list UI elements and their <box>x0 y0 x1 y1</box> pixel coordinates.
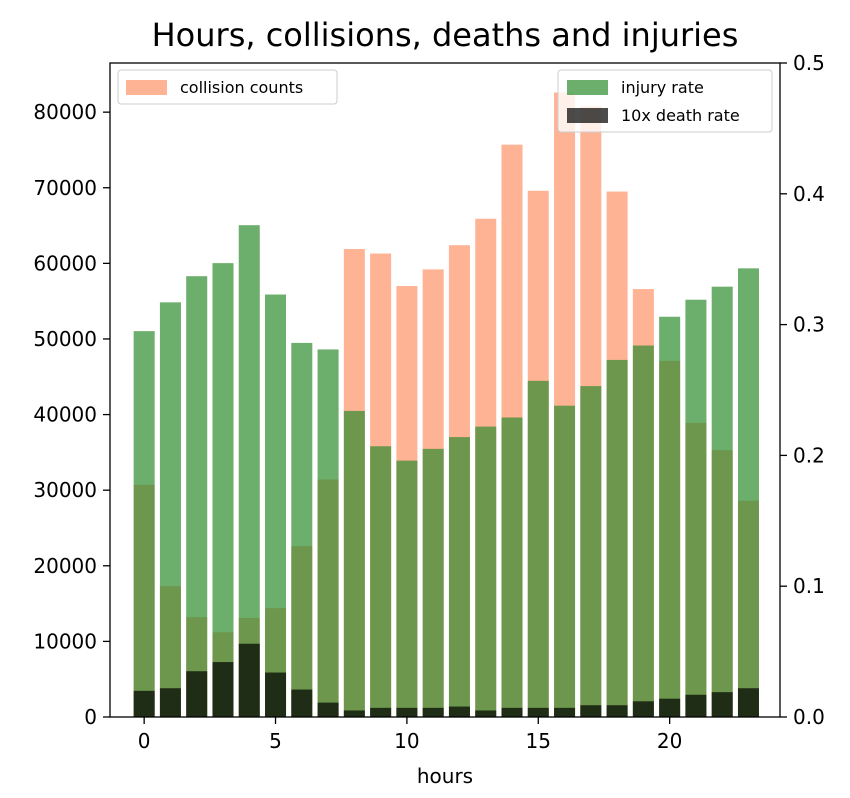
y-right-tick-label: 0.4 <box>793 182 825 206</box>
legend-left-box <box>117 69 338 105</box>
legend-swatch <box>126 80 167 95</box>
x-tick-label: 15 <box>526 729 551 753</box>
bar-injury-rate-12 <box>448 437 470 717</box>
y-right-tick-label: 0.1 <box>793 574 825 598</box>
bar-10x-death-rate-22 <box>711 692 733 717</box>
bar-10x-death-rate-8 <box>343 710 365 717</box>
bar-10x-death-rate-10 <box>396 707 418 717</box>
bar-injury-rate-6 <box>291 342 313 717</box>
legend-label: injury rate <box>621 78 704 97</box>
bar-10x-death-rate-12 <box>448 706 470 717</box>
y-left-tick-label: 20000 <box>33 554 97 578</box>
bar-injury-rate-0 <box>133 331 155 717</box>
bar-injury-rate-20 <box>659 316 681 717</box>
bar-injury-rate-19 <box>632 345 654 717</box>
bar-10x-death-rate-14 <box>501 707 523 717</box>
y-left-tick-label: 60000 <box>33 251 97 275</box>
y-right-tick-label: 0.3 <box>793 313 825 337</box>
bar-10x-death-rate-7 <box>317 702 339 717</box>
bar-injury-rate-10 <box>396 460 418 717</box>
plot-frame <box>109 62 781 718</box>
bar-injury-rate-7 <box>317 349 339 717</box>
y-left-tick-label: 80000 <box>33 100 97 124</box>
bar-10x-death-rate-13 <box>475 710 497 717</box>
bar-10x-death-rate-17 <box>580 705 602 717</box>
legend-left: collision counts <box>117 69 338 105</box>
bar-injury-rate-15 <box>527 380 549 717</box>
bar-injury-rate-5 <box>265 294 287 717</box>
y-left-tick-label: 30000 <box>33 478 97 502</box>
y-left-tick-label: 70000 <box>33 176 97 200</box>
bar-injury-rate-3 <box>212 263 234 717</box>
x-tick-label: 10 <box>394 729 419 753</box>
legend-label: 10x death rate <box>621 106 740 125</box>
bar-10x-death-rate-4 <box>238 643 260 717</box>
legend-swatch <box>567 80 608 95</box>
bar-10x-death-rate-23 <box>737 688 759 717</box>
bar-10x-death-rate-1 <box>159 688 181 717</box>
y-left-tick-label: 10000 <box>33 629 97 653</box>
bar-injury-rate-22 <box>711 286 733 717</box>
bar-10x-death-rate-18 <box>606 705 628 717</box>
legend-swatch <box>567 108 608 123</box>
chart-title: Hours, collisions, deaths and injuries <box>152 16 739 54</box>
bar-injury-rate-11 <box>422 448 444 717</box>
series-10x-death-rate <box>133 643 759 717</box>
bars-layer <box>133 92 759 718</box>
y-right-tick-label: 0.0 <box>793 705 825 729</box>
axes-layer: 0 5 10 15 20 0 10000 20000 30000 40000 50000 60000 7… <box>33 51 824 753</box>
bar-10x-death-rate-20 <box>659 698 681 717</box>
x-axis-label: hours <box>417 764 473 788</box>
legends-layer: collision counts injury rate 10x death rat… <box>117 69 773 133</box>
series-injury-rate <box>133 225 759 717</box>
bar-10x-death-rate-5 <box>265 672 287 717</box>
bar-10x-death-rate-9 <box>370 707 392 717</box>
y-left-tick-label: 40000 <box>33 403 97 427</box>
bar-injury-rate-8 <box>343 410 365 717</box>
y-right-tick-label: 0.2 <box>793 443 825 467</box>
bar-injury-rate-1 <box>159 302 181 717</box>
bar-injury-rate-2 <box>186 276 208 717</box>
bar-10x-death-rate-15 <box>527 707 549 717</box>
bar-10x-death-rate-2 <box>186 671 208 717</box>
bar-injury-rate-13 <box>475 426 497 717</box>
bar-10x-death-rate-19 <box>632 701 654 717</box>
legend-right: injury rate 10x death rate <box>557 69 773 133</box>
bar-10x-death-rate-11 <box>422 707 444 717</box>
y-left-tick-label: 50000 <box>33 327 97 351</box>
y-right-tick-label: 0.5 <box>793 51 825 75</box>
bar-injury-rate-23 <box>737 268 759 717</box>
bar-injury-rate-18 <box>606 359 628 717</box>
bar-injury-rate-9 <box>370 446 392 717</box>
bar-10x-death-rate-0 <box>133 690 155 717</box>
bar-injury-rate-16 <box>554 405 576 717</box>
bar-10x-death-rate-6 <box>291 689 313 717</box>
legend-label: collision counts <box>180 78 303 97</box>
y-left-tick-label: 0 <box>84 705 97 729</box>
bar-10x-death-rate-16 <box>554 707 576 717</box>
bar-10x-death-rate-3 <box>212 662 234 717</box>
bar-injury-rate-21 <box>685 299 707 717</box>
bar-injury-rate-4 <box>238 225 260 717</box>
x-tick-label: 5 <box>269 729 282 753</box>
bar-10x-death-rate-21 <box>685 694 707 717</box>
bar-injury-rate-17 <box>580 386 602 717</box>
x-tick-label: 20 <box>657 729 682 753</box>
bar-injury-rate-14 <box>501 417 523 717</box>
x-tick-label: 0 <box>138 729 151 753</box>
legend-right-box <box>557 69 773 133</box>
